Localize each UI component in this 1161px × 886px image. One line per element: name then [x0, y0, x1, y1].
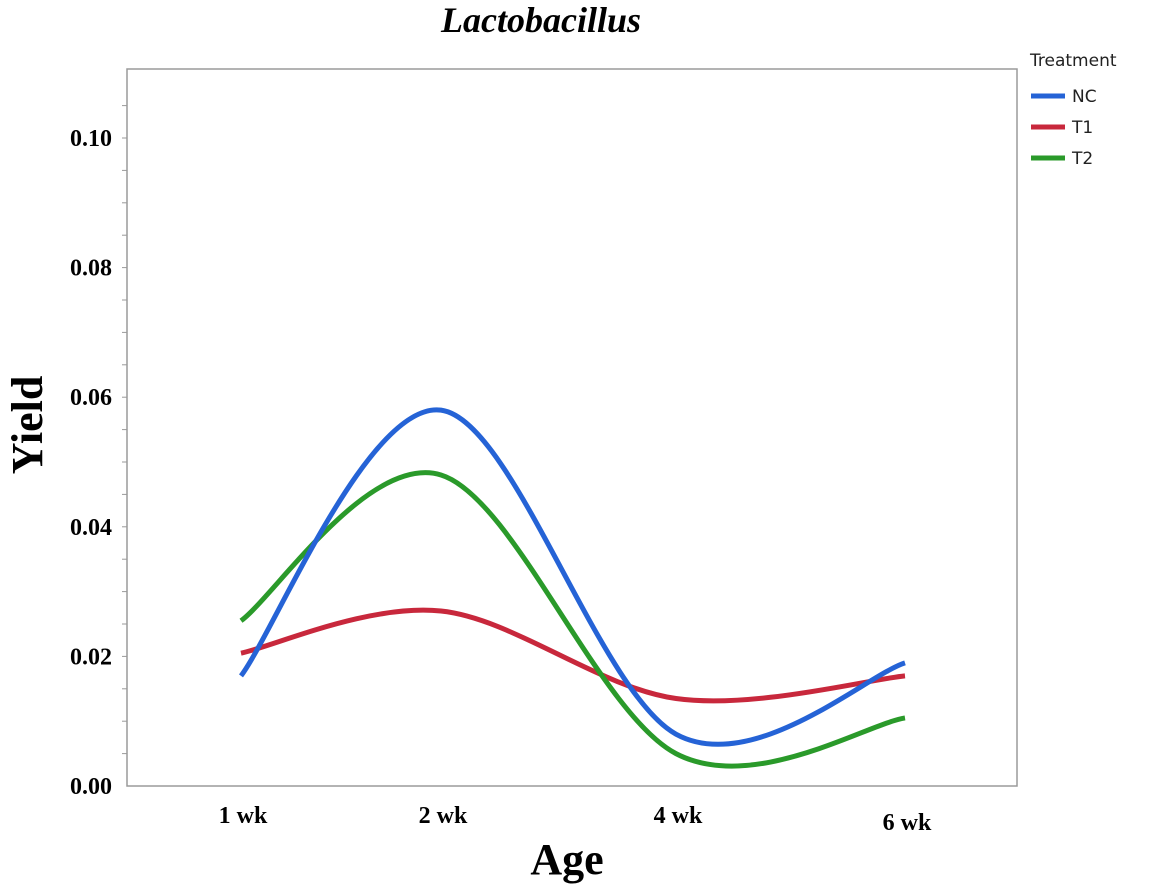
x-axis-title: Age — [530, 835, 603, 884]
y-axis-title: Yield — [3, 376, 52, 475]
y-minor-ticks — [122, 105, 127, 755]
y-tick-label: 0.02 — [70, 644, 112, 670]
y-tick-label: 0.00 — [70, 774, 112, 800]
y-tick-label: 0.04 — [70, 515, 112, 541]
series-line-t2 — [239, 470, 906, 769]
x-tick-label: 4 wk — [654, 803, 703, 829]
x-tick-labels: 1 wk 2 wk 4 wk 6 wk — [219, 803, 932, 836]
y-tick-labels: 0.00 0.02 0.04 0.06 0.08 0.10 — [70, 126, 112, 800]
y-tick-label: 0.10 — [70, 126, 112, 152]
plot-area — [126, 68, 1018, 787]
legend-label-nc: NC — [1072, 87, 1097, 107]
series-line-t1 — [240, 607, 906, 704]
series-line-nc — [239, 407, 906, 747]
y-tick-label: 0.08 — [70, 256, 112, 282]
legend-label-t2: T2 — [1071, 149, 1093, 169]
legend-label-t1: T1 — [1071, 118, 1093, 138]
legend-title: Treatment — [1029, 51, 1117, 71]
x-tick-label: 6 wk — [883, 810, 932, 836]
chart-title: Lactobacillus — [440, 0, 641, 40]
x-tick-label: 1 wk — [219, 803, 268, 829]
x-tick-label: 2 wk — [419, 803, 468, 829]
series-lines — [239, 407, 906, 769]
legend: Treatment NC T1 T2 — [1029, 51, 1117, 169]
y-tick-label: 0.06 — [70, 385, 112, 411]
